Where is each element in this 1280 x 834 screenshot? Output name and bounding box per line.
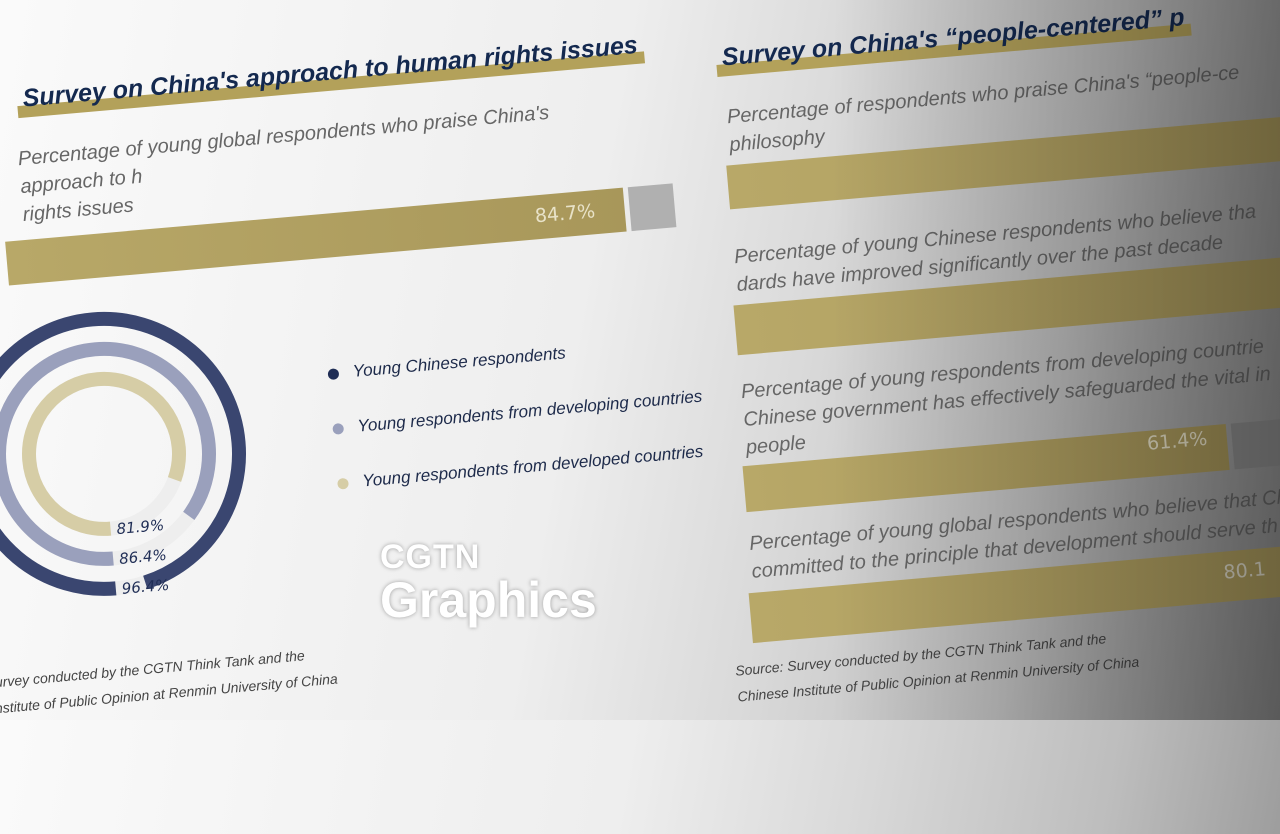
legend-label: Young respondents from developing countr… — [356, 386, 703, 436]
ring-arc-3 — [22, 371, 187, 536]
legend-label: Young respondents from developed countri… — [361, 441, 705, 491]
ring-value-label: 86.4% — [118, 546, 167, 568]
ring-arc-2 — [0, 341, 217, 566]
logo-line2: Graphics — [380, 572, 597, 628]
legend-label: Young Chinese respondents — [351, 343, 567, 381]
left-bar-remainder — [627, 183, 677, 232]
ring-chart: 96.4% 86.4% 81.9% — [0, 311, 247, 598]
logo-line1: CGTN — [380, 538, 481, 576]
left-source: Source: Survey conducted by the CGTN Thi… — [0, 640, 339, 727]
ring-arc-1 — [0, 311, 247, 596]
cgtn-graphics-logo: CGTN Graphics — [380, 540, 597, 626]
ring-value-label: 96.4% — [121, 576, 170, 598]
legend-dot-icon — [327, 368, 340, 381]
legend-dot-icon — [337, 477, 349, 490]
ring-value-label: 81.9% — [116, 516, 165, 538]
right-bar-4-value: 80.1 — [1222, 558, 1267, 584]
legend-item-developing: Young respondents from developing countr… — [332, 386, 712, 439]
legend-item-developed: Young respondents from developed countri… — [337, 441, 717, 494]
legend-item-chinese: Young Chinese respondents — [327, 331, 707, 384]
legend-dot-icon — [332, 422, 345, 435]
right-panel-title: Survey on China's “people-centered” p — [720, 3, 1186, 72]
